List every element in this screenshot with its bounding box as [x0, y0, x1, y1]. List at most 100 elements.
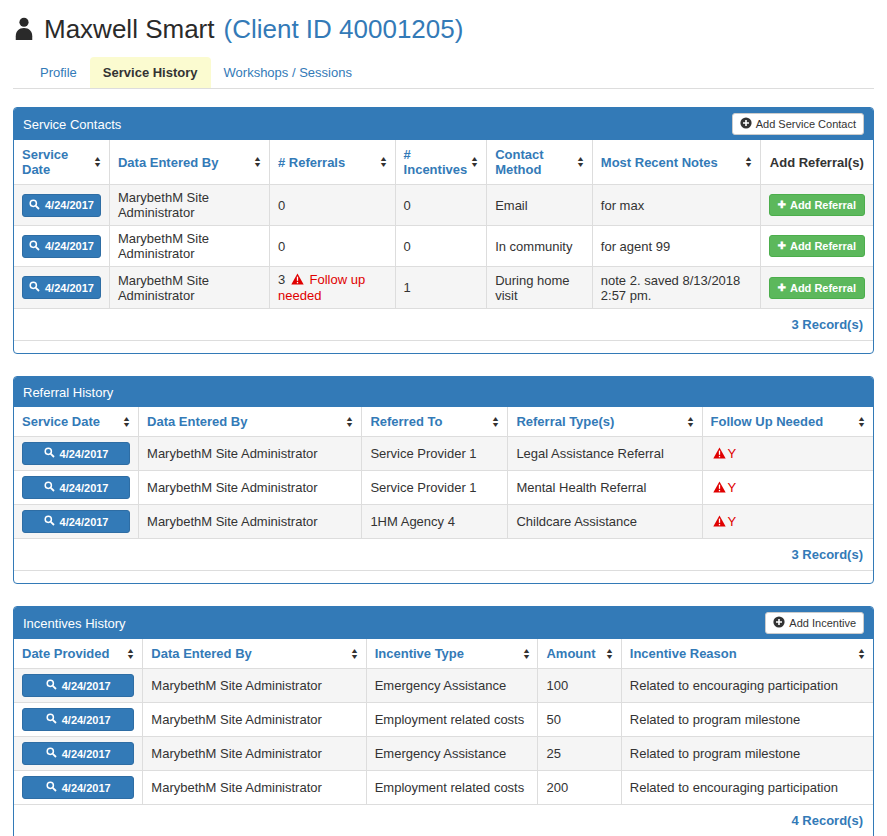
incentives-cell: 0 [395, 185, 487, 226]
view-service-contact-button[interactable]: 4/24/2017 [22, 194, 101, 217]
col-incentive-reason[interactable]: Incentive Reason▲▼ [621, 639, 873, 669]
warning-triangle-icon [713, 481, 726, 496]
notes-cell: note 2. saved 8/13/2018 2:57 pm. [592, 267, 760, 309]
plus-icon: ✚ [778, 241, 786, 251]
table-row: 4/24/2017 MarybethM Site Administrator E… [14, 771, 873, 805]
col-most-recent-notes[interactable]: Most Recent Notes▲▼ [592, 140, 760, 185]
tab-service-history[interactable]: Service History [90, 57, 211, 88]
view-referral-button[interactable]: 4/24/2017 [22, 510, 130, 533]
col-date-provided[interactable]: Date Provided▲▼ [14, 639, 143, 669]
referral-history-panel: Referral History Service Date▲▼ Data Ent… [13, 376, 874, 584]
entered-by-cell: MarybethM Site Administrator [143, 771, 366, 805]
col-incentive-type[interactable]: Incentive Type▲▼ [366, 639, 538, 669]
plus-circle-icon [740, 117, 752, 131]
col-service-date[interactable]: Service Date▲▼ [14, 140, 109, 185]
client-id: (Client ID 40001205) [223, 14, 463, 45]
entered-by-cell: MarybethM Site Administrator [139, 437, 362, 471]
table-row: 4/24/2017 MarybethM Site Administrator S… [14, 437, 873, 471]
view-incentive-button[interactable]: 4/24/2017 [22, 708, 134, 731]
col-referral-types[interactable]: Referral Type(s)▲▼ [508, 407, 702, 437]
sort-icon: ▲▼ [745, 156, 752, 168]
referrals-cell: 0 [270, 185, 396, 226]
table-row: 4/24/2017 MarybethM Site Administrator 0… [14, 185, 873, 226]
view-incentive-button[interactable]: 4/24/2017 [22, 742, 134, 765]
record-count: 3 Record(s) [14, 309, 873, 341]
referral-type-cell: Legal Assistance Referral [508, 437, 702, 471]
col-service-date[interactable]: Service Date▲▼ [14, 407, 139, 437]
entered-by-cell: MarybethM Site Administrator [109, 185, 269, 226]
notes-cell: for max [592, 185, 760, 226]
table-row: 4/24/2017 MarybethM Site Administrator E… [14, 737, 873, 771]
contact-method-cell: During home visit [487, 267, 593, 309]
add-referral-button[interactable]: ✚Add Referral [769, 194, 865, 216]
search-icon [44, 447, 55, 460]
notes-cell: for agent 99 [592, 226, 760, 267]
entered-by-cell: MarybethM Site Administrator [143, 669, 366, 703]
amount-cell: 100 [538, 669, 621, 703]
incentive-reason-cell: Related to encouraging participation [621, 771, 873, 805]
referral-history-table: Service Date▲▼ Data Entered By▲▼ Referre… [14, 407, 873, 539]
tab-profile[interactable]: Profile [27, 57, 90, 88]
add-referral-button[interactable]: ✚Add Referral [769, 277, 865, 299]
search-icon [46, 781, 57, 794]
referred-to-cell: 1HM Agency 4 [362, 505, 508, 539]
referred-to-cell: Service Provider 1 [362, 437, 508, 471]
sort-icon: ▲▼ [687, 416, 694, 428]
entered-by-cell: MarybethM Site Administrator [109, 267, 269, 309]
tab-workshops-sessions[interactable]: Workshops / Sessions [211, 57, 365, 88]
entered-by-cell: MarybethM Site Administrator [109, 226, 269, 267]
follow-up-cell: Y [702, 471, 873, 505]
service-contacts-table: Service Date▲▼ Data Entered By▲▼ # Refer… [14, 140, 873, 309]
col-data-entered-by[interactable]: Data Entered By▲▼ [143, 639, 366, 669]
sort-icon: ▲▼ [523, 648, 530, 660]
search-icon [29, 281, 40, 294]
add-incentive-button[interactable]: Add Incentive [765, 612, 864, 634]
view-incentive-button[interactable]: 4/24/2017 [22, 674, 134, 697]
incentive-reason-cell: Related to program milestone [621, 737, 873, 771]
service-contacts-title: Service Contacts [23, 117, 121, 132]
table-row: 4/24/2017 MarybethM Site Administrator E… [14, 703, 873, 737]
incentives-history-table: Date Provided▲▼ Data Entered By▲▼ Incent… [14, 639, 873, 805]
incentive-reason-cell: Related to program milestone [621, 703, 873, 737]
col-amount[interactable]: Amount▲▼ [538, 639, 621, 669]
table-row: 4/24/2017 MarybethM Site Administrator 0… [14, 226, 873, 267]
sort-icon: ▲▼ [346, 416, 353, 428]
plus-icon: ✚ [778, 200, 786, 210]
col-data-entered-by[interactable]: Data Entered By▲▼ [109, 140, 269, 185]
col-contact-method[interactable]: Contact Method▲▼ [487, 140, 593, 185]
sort-icon: ▲▼ [858, 648, 865, 660]
entered-by-cell: MarybethM Site Administrator [139, 505, 362, 539]
sort-icon: ▲▼ [94, 156, 101, 168]
view-referral-button[interactable]: 4/24/2017 [22, 442, 130, 465]
contact-method-cell: Email [487, 185, 593, 226]
col-referred-to[interactable]: Referred To▲▼ [362, 407, 508, 437]
incentives-history-heading: Incentives History Add Incentive [14, 607, 873, 639]
contact-method-cell: In community [487, 226, 593, 267]
view-incentive-button[interactable]: 4/24/2017 [22, 776, 134, 799]
table-row: 4/24/2017 MarybethM Site Administrator 1… [14, 505, 873, 539]
plus-icon: ✚ [778, 283, 786, 293]
col-num-referrals[interactable]: # Referrals▲▼ [270, 140, 396, 185]
view-service-contact-button[interactable]: 4/24/2017 [22, 235, 101, 258]
referred-to-cell: Service Provider 1 [362, 471, 508, 505]
search-icon [46, 679, 57, 692]
view-referral-button[interactable]: 4/24/2017 [22, 476, 130, 499]
col-add-referrals: Add Referral(s) [760, 140, 873, 185]
plus-circle-icon [773, 616, 785, 630]
person-icon [13, 16, 35, 43]
add-service-contact-button[interactable]: Add Service Contact [732, 113, 864, 135]
col-data-entered-by[interactable]: Data Entered By▲▼ [139, 407, 362, 437]
search-icon [44, 515, 55, 528]
col-follow-up-needed[interactable]: Follow Up Needed▲▼ [702, 407, 873, 437]
incentives-cell: 1 [395, 267, 487, 309]
col-num-incentives[interactable]: # Incentives▲▼ [395, 140, 487, 185]
add-referral-button[interactable]: ✚Add Referral [769, 235, 865, 257]
entered-by-cell: MarybethM Site Administrator [143, 737, 366, 771]
sort-icon: ▲▼ [492, 416, 499, 428]
table-row: 4/24/2017 MarybethM Site Administrator S… [14, 471, 873, 505]
sort-icon: ▲▼ [380, 156, 387, 168]
incentives-history-title: Incentives History [23, 616, 126, 631]
service-contacts-heading: Service Contacts Add Service Contact [14, 108, 873, 140]
view-service-contact-button[interactable]: 4/24/2017 [22, 276, 101, 299]
incentives-cell: 0 [395, 226, 487, 267]
